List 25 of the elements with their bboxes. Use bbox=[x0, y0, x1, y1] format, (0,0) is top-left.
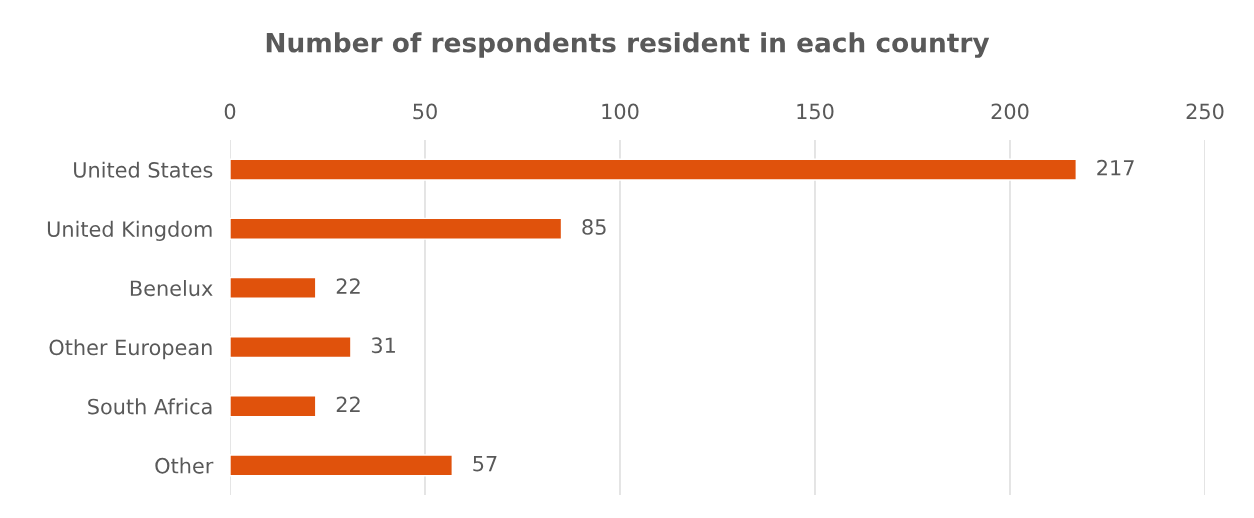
x-tick-label: 100 bbox=[602, 103, 639, 120]
y-tick-label: Other European bbox=[49, 339, 212, 360]
x-tick-label: 150 bbox=[797, 103, 834, 120]
bar bbox=[230, 454, 453, 477]
x-tick-label: 50 bbox=[413, 103, 437, 120]
data-label: 31 bbox=[371, 337, 395, 354]
x-tick-label: 200 bbox=[991, 103, 1029, 120]
x-tick-label: 0 bbox=[224, 103, 236, 120]
data-label: 22 bbox=[336, 278, 360, 294]
y-tick-label: United States bbox=[74, 161, 213, 178]
y-tick-label: Benelux bbox=[130, 280, 213, 297]
y-tick-label: Other bbox=[155, 457, 214, 474]
data-label: 22 bbox=[336, 396, 360, 412]
bar bbox=[230, 336, 352, 359]
x-tick-label: 250 bbox=[1186, 103, 1224, 120]
data-label: 85 bbox=[582, 219, 606, 235]
y-tick-label: South Africa bbox=[88, 398, 212, 415]
bar bbox=[230, 158, 1077, 181]
bar bbox=[230, 395, 317, 418]
bar bbox=[230, 276, 317, 299]
data-label: 57 bbox=[473, 455, 497, 472]
data-label: 217 bbox=[1097, 159, 1134, 176]
bar bbox=[230, 217, 563, 240]
chart-title: Number of respondents resident in each country bbox=[266, 32, 990, 58]
y-tick-label: United Kingdom bbox=[47, 220, 212, 241]
